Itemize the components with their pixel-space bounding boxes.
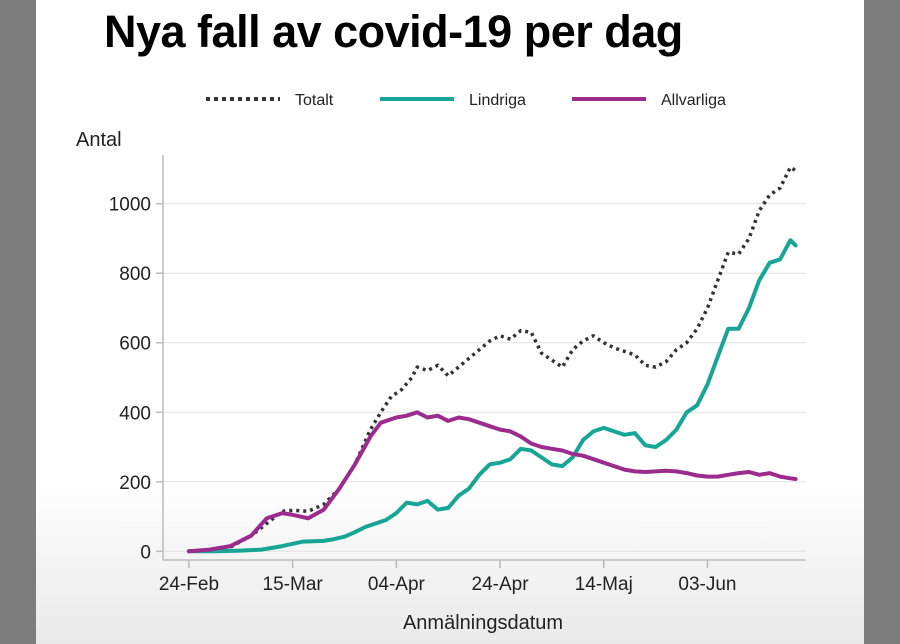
legend-item-lindriga: Lindriga — [380, 92, 526, 109]
y-tick-label: 200 — [119, 473, 151, 494]
legend-item-totalt: Totalt — [206, 92, 334, 109]
y-tick-label: 400 — [119, 403, 151, 424]
legend: Totalt Lindriga Allvarliga — [206, 92, 726, 109]
axes — [162, 155, 806, 561]
x-tick-label: 14-Maj — [575, 574, 633, 595]
x-tick-label: 24-Feb — [159, 574, 219, 595]
legend-item-allvarliga: Allvarliga — [572, 92, 726, 109]
y-tick-label: 800 — [119, 264, 151, 285]
x-axis-title: Anmälningsdatum — [403, 612, 563, 634]
series-lines — [186, 165, 798, 554]
slide-background: Nya fall av covid-19 per dag — [36, 0, 864, 644]
y-tick-label: 1000 — [109, 195, 151, 216]
x-tick-label: 03-Jun — [678, 574, 736, 595]
y-tick-labels: 0 200 400 600 800 1000 — [109, 195, 163, 563]
series-line-allvarliga — [186, 410, 798, 554]
legend-label-totalt: Totalt — [295, 92, 334, 109]
series-line-lindriga — [186, 238, 798, 554]
x-tick-label: 04-Apr — [368, 574, 426, 595]
y-tick-label: 600 — [119, 334, 151, 355]
y-tick-label: 0 — [140, 542, 151, 563]
chart-title: Nya fall av covid-19 per dag — [104, 6, 683, 57]
series-line-totalt — [188, 165, 797, 554]
y-axis-title: Antal — [76, 129, 122, 151]
x-tick-label: 15-Mar — [263, 574, 324, 595]
x-tick-labels: 24-Feb 15-Mar 04-Apr 24-Apr 14-Maj 03-Jun — [159, 560, 737, 595]
x-tick-label: 24-Apr — [472, 574, 530, 595]
grid-lines — [163, 203, 806, 552]
legend-label-lindriga: Lindriga — [469, 92, 526, 109]
legend-label-allvarliga: Allvarliga — [661, 92, 726, 109]
